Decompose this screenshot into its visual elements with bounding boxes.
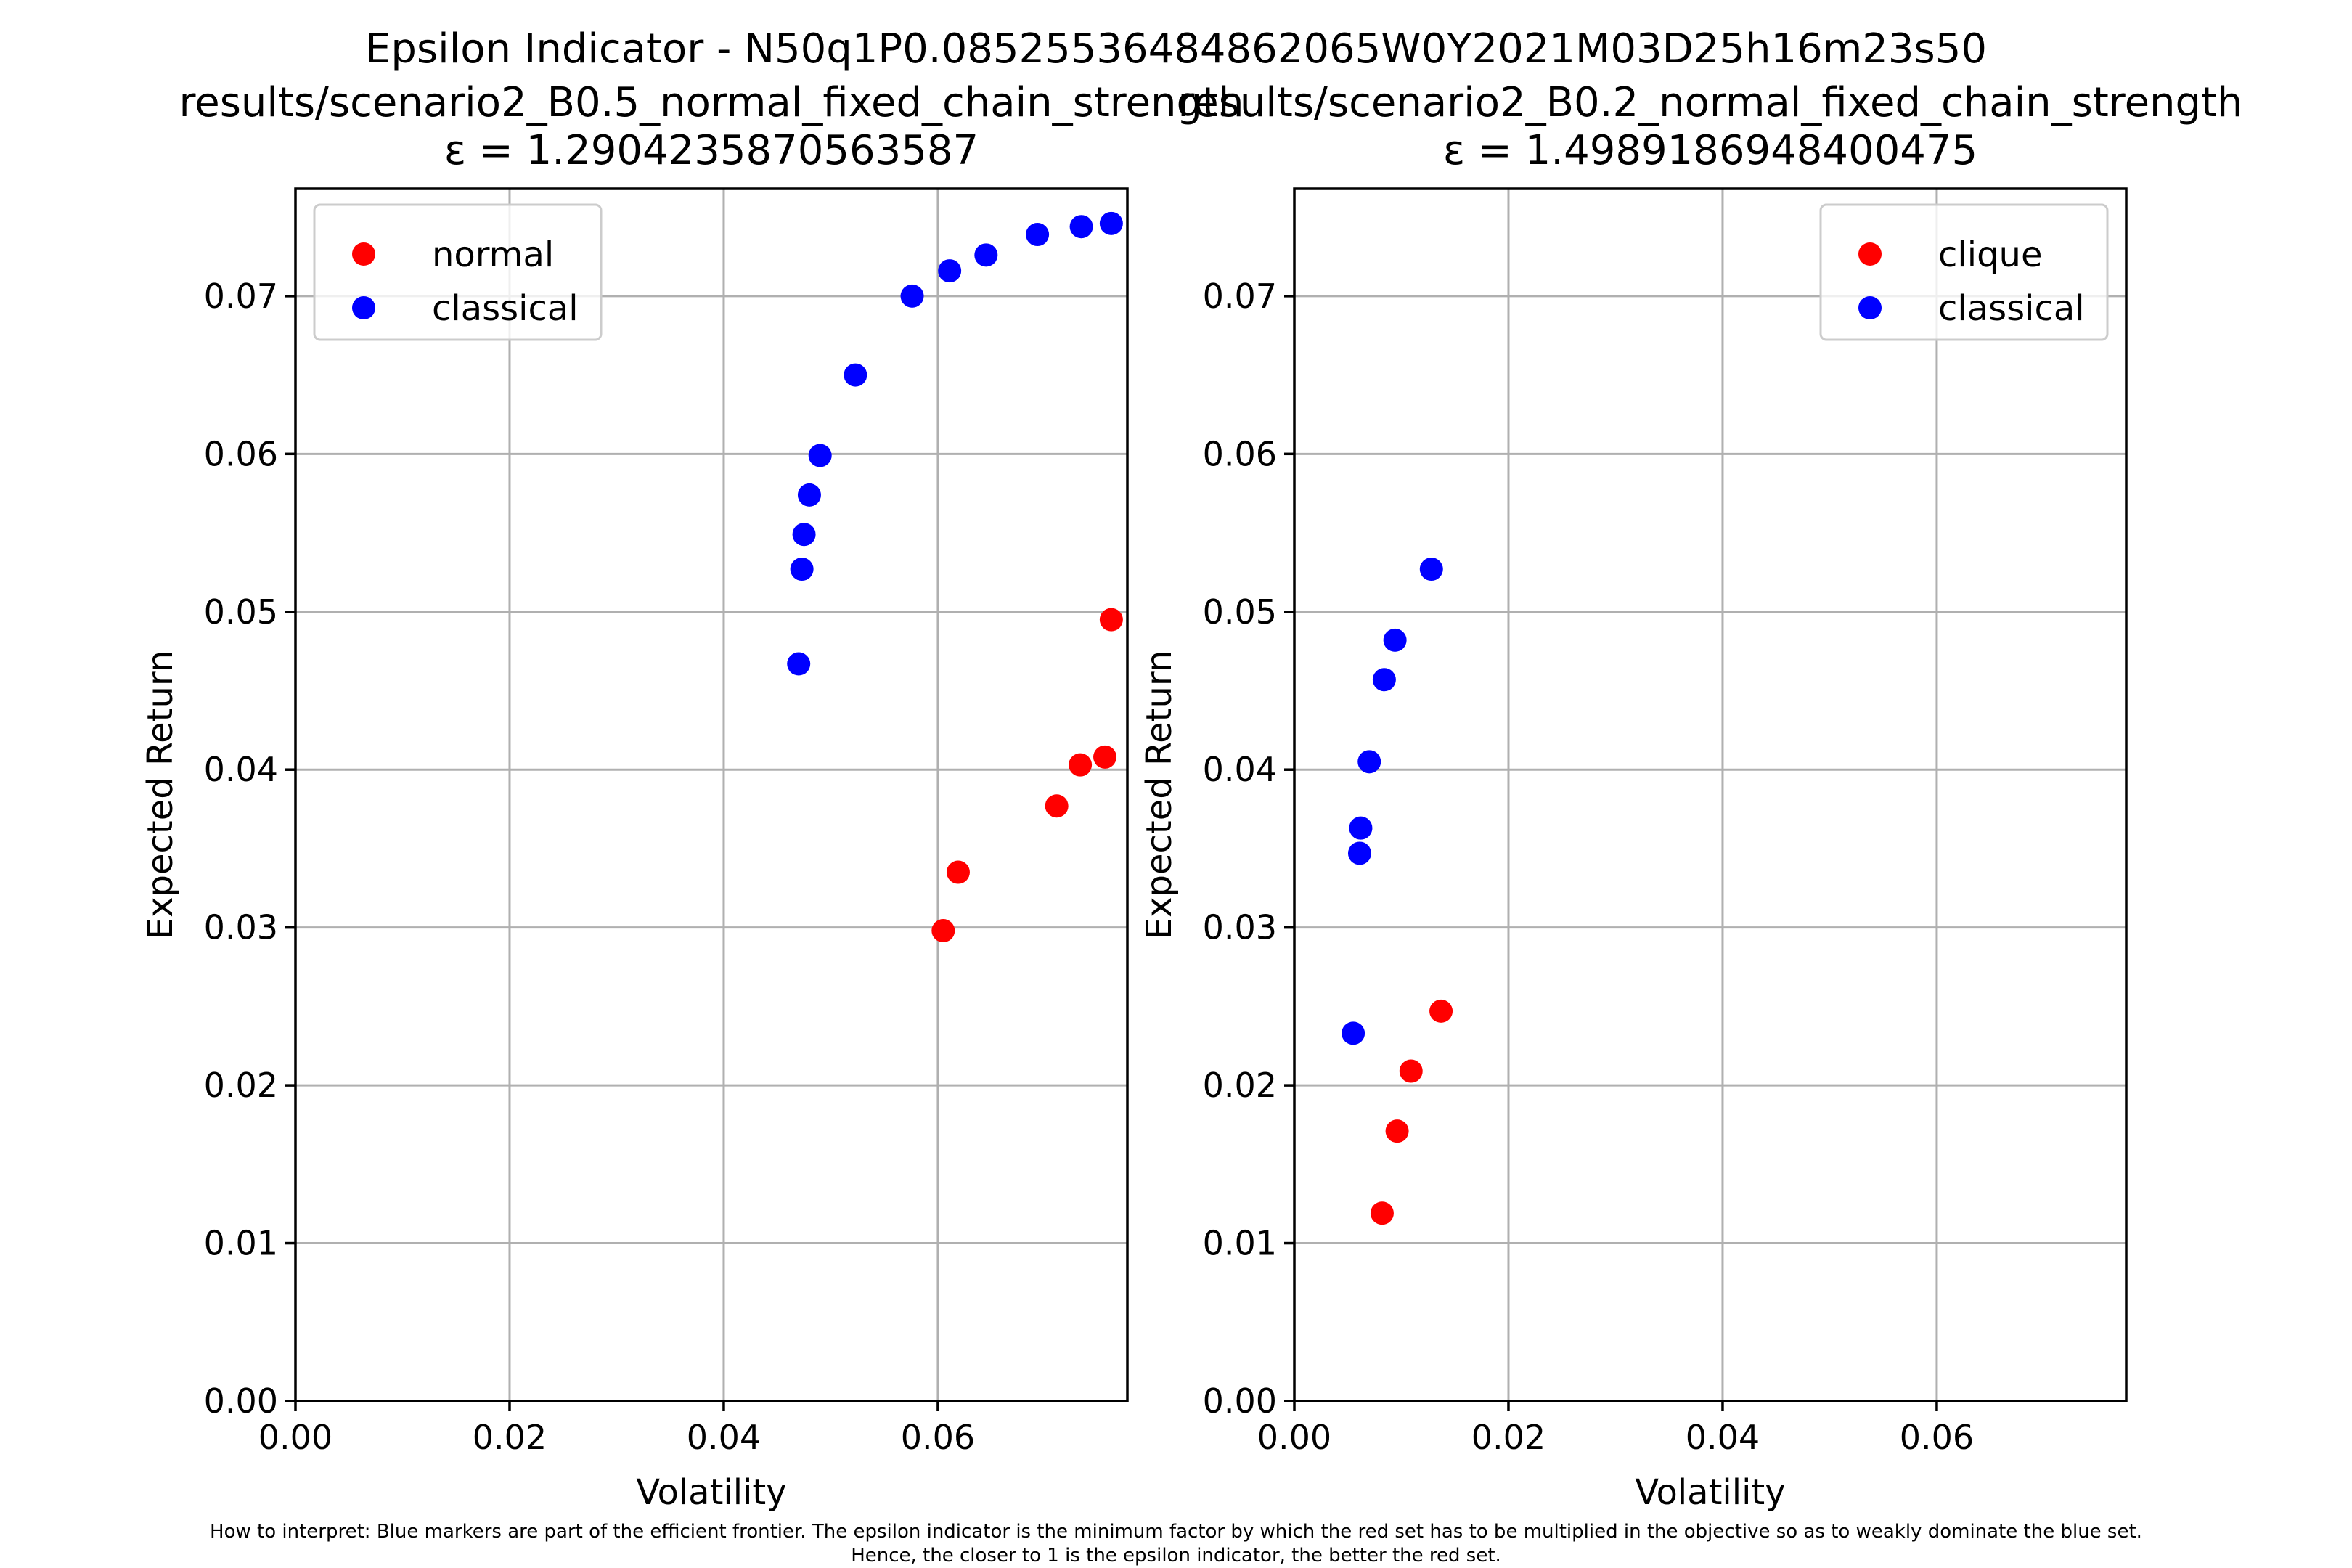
y-tick-label: 0.07 xyxy=(204,277,278,316)
data-point-classical xyxy=(1342,1021,1365,1045)
chart-panel-right: results/scenario2_B0.2_normal_fixed_chai… xyxy=(1139,79,2243,1513)
legend-label-classical: classical xyxy=(432,288,579,329)
data-point-normal xyxy=(1045,794,1069,818)
legend-label-clique: clique xyxy=(1938,234,2042,275)
data-point-clique xyxy=(1429,999,1453,1023)
data-point-classical xyxy=(1026,223,1050,247)
y-tick-label: 0.02 xyxy=(204,1066,278,1105)
y-tick-label: 0.07 xyxy=(1203,277,1277,316)
chart-title: results/scenario2_B0.2_normal_fixed_chai… xyxy=(1177,79,2242,126)
plot-frame xyxy=(294,187,1129,1402)
legend-label-normal: normal xyxy=(432,234,554,275)
data-point-classical xyxy=(797,483,821,507)
y-tick-label: 0.06 xyxy=(1203,434,1277,473)
legend-box xyxy=(1819,203,2109,341)
y-tick-label: 0.05 xyxy=(204,592,278,632)
legend-marker-normal xyxy=(352,242,375,266)
data-point-classical xyxy=(1347,841,1371,865)
plot-frame xyxy=(1293,187,2128,1402)
data-point-classical xyxy=(1383,628,1407,652)
chart-panel-left: results/scenario2_B0.5_normal_fixed_chai… xyxy=(140,79,1244,1513)
y-tick-label: 0.03 xyxy=(1203,908,1277,947)
data-point-classical xyxy=(1419,558,1443,581)
data-point-normal xyxy=(1099,608,1123,632)
data-point-classical xyxy=(1069,215,1093,239)
y-tick-label: 0.06 xyxy=(204,434,278,473)
x-tick-label: 0.06 xyxy=(901,1418,975,1457)
legend-label-classical: classical xyxy=(1938,288,2085,329)
data-point-classical xyxy=(1357,750,1381,774)
legend-marker-clique xyxy=(1858,242,1882,266)
data-point-classical xyxy=(974,243,998,267)
data-point-classical xyxy=(900,284,924,308)
data-point-classical xyxy=(792,523,816,547)
y-tick-label: 0.01 xyxy=(1203,1224,1277,1263)
x-tick-label: 0.00 xyxy=(1257,1418,1331,1457)
legend-marker-classical xyxy=(352,296,375,319)
legend: normal classical xyxy=(313,203,603,341)
data-point-classical xyxy=(1099,211,1123,235)
y-tick-label: 0.00 xyxy=(1203,1381,1277,1421)
data-point-classical xyxy=(1372,668,1396,692)
data-point-classical xyxy=(790,558,814,581)
y-tick-label: 0.04 xyxy=(204,750,278,789)
x-tick-label: 0.02 xyxy=(1471,1418,1545,1457)
y-tick-label: 0.02 xyxy=(1203,1066,1277,1105)
data-point-clique xyxy=(1385,1119,1409,1143)
y-tick-label: 0.03 xyxy=(204,908,278,947)
x-tick-label: 0.04 xyxy=(1686,1418,1760,1457)
chart-title: results/scenario2_B0.5_normal_fixed_chai… xyxy=(179,79,1244,126)
legend-box xyxy=(313,203,603,341)
y-tick-label: 0.01 xyxy=(204,1224,278,1263)
data-point-normal xyxy=(1093,745,1117,769)
legend-marker-classical xyxy=(1858,296,1882,319)
figure-suptitle: Epsilon Indicator - N50q1P0.085255364848… xyxy=(365,25,1987,73)
x-tick-label: 0.04 xyxy=(687,1418,761,1457)
legend: clique classical xyxy=(1819,203,2109,341)
interpretation-note-line-2: Hence, the closer to 1 is the epsilon in… xyxy=(851,1545,1501,1567)
data-point-classical xyxy=(938,259,962,283)
data-point-normal xyxy=(1069,753,1093,777)
data-point-classical xyxy=(1349,816,1373,840)
data-point-clique xyxy=(1370,1201,1394,1225)
y-axis-label: Expected Return xyxy=(140,650,181,939)
data-point-normal xyxy=(946,860,970,884)
data-point-normal xyxy=(931,919,955,943)
data-point-classical xyxy=(808,444,832,467)
y-tick-label: 0.04 xyxy=(1203,750,1277,789)
chart-epsilon-value: ε = 1.2904235870563587 xyxy=(444,127,979,174)
chart-epsilon-value: ε = 1.4989186948400475 xyxy=(1443,127,1977,174)
x-tick-label: 0.02 xyxy=(473,1418,547,1457)
x-axis-label: Volatility xyxy=(636,1472,786,1513)
x-tick-label: 0.06 xyxy=(1900,1418,1974,1457)
data-point-classical xyxy=(844,363,867,387)
data-point-clique xyxy=(1399,1059,1423,1083)
x-axis-label: Volatility xyxy=(1635,1472,1785,1513)
x-tick-label: 0.00 xyxy=(258,1418,332,1457)
interpretation-note-line-1: How to interpret: Blue markers are part … xyxy=(210,1521,2142,1543)
y-tick-label: 0.05 xyxy=(1203,592,1277,632)
y-tick-label: 0.00 xyxy=(204,1381,278,1421)
y-axis-label: Expected Return xyxy=(1139,650,1180,939)
data-point-classical xyxy=(787,652,811,676)
